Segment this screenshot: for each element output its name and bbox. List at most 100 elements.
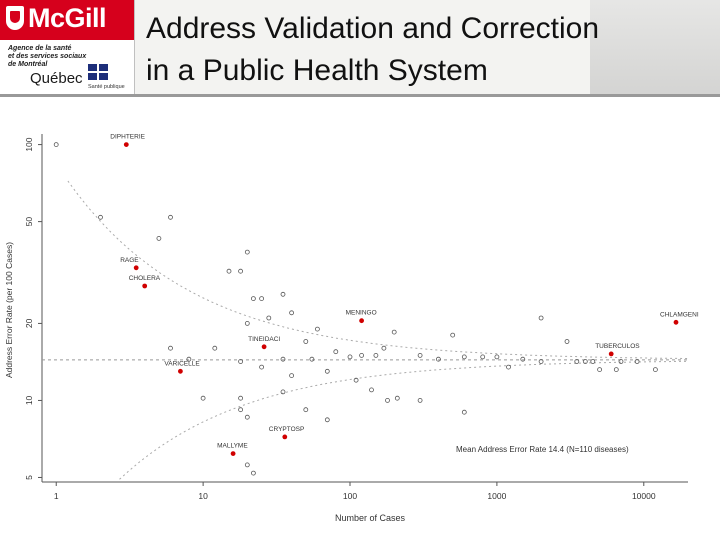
funnel-limits [67,180,689,480]
data-point [435,356,441,362]
upper-limit-curve [67,180,689,359]
data-point [289,310,295,316]
highlighted-point-label: MALLYME [217,443,248,450]
data-point [613,367,619,373]
data-point [259,364,265,370]
highlighted-point-label: CHOLERA [129,275,161,282]
x-tick-label: 1 [54,491,59,501]
data-points [53,142,658,476]
x-tick-label: 10 [198,491,208,501]
x-tick-label: 1000 [487,491,506,501]
data-point [417,352,423,358]
scatter-chart: DIPHTERIE RAGE CHOLERA VARICELLE MALLYME CRYP… [4,134,699,523]
data-point [347,354,353,360]
data-point [212,345,218,351]
data-point [303,339,309,344]
slide-title-line-1: Address Validation and Correction [146,12,600,45]
data-point [303,407,309,413]
data-point [461,409,467,415]
highlighted-point-label: TINEIDACI [248,336,280,343]
data-point [417,397,423,403]
data-point [538,315,544,321]
highlighted-point [178,368,183,374]
sante-publique-tag: Santé publique [88,84,125,90]
data-point [333,349,339,355]
slide-title: Address Validation and Correction in a P… [146,8,599,92]
quebec-flag-icon [88,64,108,80]
data-point [238,395,244,401]
data-point [238,268,244,274]
agency-line-1: Agence de la santé [8,45,72,52]
logo-panel: McGill Agence de la santé et des service… [0,0,135,94]
data-point [574,359,580,364]
data-point [250,296,256,302]
highlighted-point [673,319,679,325]
highlighted-point-label: TUBERCULOS [595,343,640,350]
highlighted-point-label: MENINGO [346,310,377,317]
highlighted-point [123,142,129,148]
data-point [494,354,500,360]
header-divider [0,94,720,97]
data-point [582,359,588,364]
plot-frame [41,134,688,483]
data-point [244,249,250,255]
agency-name: Agence de la santé et des services socia… [8,45,88,69]
data-point [359,352,365,358]
data-point [461,354,467,360]
highlighted-point-label: VARICELLE [164,360,200,367]
mcgill-logo-text: McGill [28,3,107,33]
data-point [289,373,295,379]
data-point [391,329,397,335]
data-point [53,142,59,148]
data-point [98,214,103,220]
data-point [506,364,511,370]
data-point [238,407,244,413]
data-point [394,395,400,401]
data-point [480,354,486,360]
highlighted-point [261,344,267,350]
highlighted-point-label: RAGE [120,257,139,264]
data-point [280,291,286,297]
data-point [564,339,570,344]
data-point [520,356,526,362]
data-point [186,356,192,362]
highlighted-point [230,451,236,456]
data-point [353,377,359,383]
highlighted-points: DIPHTERIE RAGE CHOLERA VARICELLE MALLYME CRYP… [110,134,699,456]
data-point [324,368,330,374]
y-axis-label: Address Error Rate (per 100 Cases) [4,242,14,378]
data-point [538,359,544,364]
data-point [450,332,456,338]
agency-line-2: et des services sociaux [8,53,87,60]
slide-title-line-2: in a Public Health System [146,54,488,87]
data-point [309,356,315,362]
highlighted-point [608,351,614,357]
data-point [314,326,320,332]
x-tick-label: 10000 [632,491,656,501]
data-point [597,367,602,373]
lower-limit-curve [119,360,689,480]
highlighted-point-label: CHLAMGENI [660,311,699,318]
quebec-wordmark: Québec [30,70,83,87]
data-point [634,359,640,364]
castle-background-image [590,0,720,94]
y-tick-label: 10 [24,395,34,405]
highlighted-point [359,318,364,324]
data-point [244,320,250,326]
data-point [259,296,265,302]
data-point [266,315,272,321]
y-tick-label: 5 [24,475,34,480]
data-point [250,470,256,476]
data-point [238,359,244,364]
data-point [156,235,162,241]
data-point [324,417,330,423]
data-point [280,356,286,362]
highlighted-point-label: CRYPTOSP [269,426,305,433]
data-point [369,387,374,393]
x-ticks: 1 10 100 1000 10000 [54,482,656,501]
highlighted-point-label: DIPHTERIE [110,134,145,141]
data-point [280,389,286,395]
agency-line-3: de Montréal [8,61,48,68]
mean-annotation: Mean Address Error Rate 14.4 (N=110 dise… [456,445,629,454]
x-tick-label: 100 [343,491,357,501]
